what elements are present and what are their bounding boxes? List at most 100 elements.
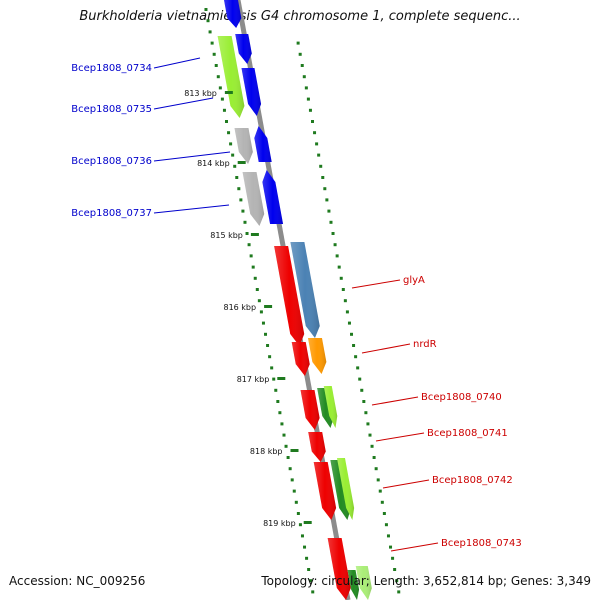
scale-tick: [358, 377, 362, 381]
scale-tick: [247, 243, 251, 247]
kbp-label: 813 kbp: [184, 89, 217, 98]
scale-tick: [327, 209, 331, 213]
leader-line: [371, 396, 419, 406]
cds-0734-shade: [235, 34, 252, 64]
scale-tick: [208, 30, 212, 34]
kbp-major-tick: [303, 521, 312, 524]
scale-tick: [216, 75, 220, 79]
scale-tick: [331, 232, 335, 235]
scale-tick: [303, 545, 307, 549]
kbp-label: 816 kbp: [223, 303, 256, 312]
scale-tick: [227, 131, 231, 135]
gene-label-right: Bcep1808_0740: [421, 392, 502, 403]
scale-tick: [308, 108, 312, 112]
scale-tick: [286, 456, 290, 459]
cds-0742b: [336, 458, 355, 520]
scale-tick: [257, 299, 261, 303]
scale-tick: [370, 444, 374, 448]
leader-line: [153, 97, 214, 110]
gene-label-right: glyA: [403, 275, 425, 286]
scale-tick: [341, 288, 345, 291]
kbp-major-tick: [250, 233, 259, 236]
gene-labels: Bcep1808_0734 Bcep1808_0735 Bcep1808_0736 B…: [71, 63, 522, 549]
scale-tick: [220, 97, 224, 101]
scale-tick: [307, 568, 311, 571]
scale-tick: [284, 444, 288, 448]
scale-tick: [296, 512, 300, 515]
kbp-major-tick: [264, 305, 273, 308]
cds-0743b-shade: [347, 570, 360, 600]
kbp-major-ticks: [224, 91, 312, 524]
scale-tick: [292, 489, 296, 493]
cds-0734: [235, 34, 252, 64]
scale-tick: [311, 590, 315, 594]
scale-tick: [298, 52, 302, 56]
scale-tick: [239, 198, 243, 202]
scale-tick: [350, 332, 354, 336]
gene-0741-shade: [308, 432, 326, 462]
scale-tick: [237, 187, 241, 191]
scale-tick: [389, 545, 393, 549]
scale-tick: [304, 86, 308, 90]
scale-tick: [243, 220, 247, 224]
scale-tick: [315, 142, 319, 146]
scale-tick: [206, 19, 210, 23]
scale-tick: [372, 456, 376, 459]
scale-tick: [272, 377, 276, 381]
scale-tick: [259, 310, 263, 314]
scale-tick: [335, 254, 339, 258]
gene-0743: [327, 538, 351, 600]
scale-tick: [235, 176, 239, 179]
scale-tick: [343, 299, 347, 303]
scale-tick: [393, 568, 397, 571]
scale-tick: [354, 355, 358, 359]
scale-tick: [317, 153, 321, 157]
scale-tick: [386, 534, 390, 538]
scale-tick: [380, 500, 384, 504]
cds-nrdR-shade: [307, 338, 327, 374]
scale-tick: [300, 64, 304, 67]
scale-tick: [309, 579, 313, 583]
gene-features: [217, 0, 372, 600]
kbp-label: 819 kbp: [263, 519, 296, 528]
scale-tick: [374, 467, 378, 471]
scale-tick: [245, 232, 249, 235]
scale-tick: [366, 422, 370, 426]
kbp-label: 815 kbp: [210, 231, 243, 240]
gene-0740-shade: [300, 390, 320, 430]
cds-glyA-shade: [290, 242, 320, 338]
gene-0741: [308, 432, 326, 462]
scale-tick: [364, 411, 368, 415]
gene-label-right: nrdR: [413, 339, 437, 350]
scale-tick: [241, 209, 245, 213]
kbp-major-tick: [277, 377, 286, 380]
kbp-major-tick: [237, 161, 246, 164]
scale-tick: [261, 321, 265, 325]
label-leaders: [153, 57, 439, 552]
cds-0743: [355, 566, 372, 600]
gene-label-right: Bcep1808_0741: [427, 428, 508, 439]
scale-tick: [313, 131, 317, 135]
gene-glyA: [274, 246, 305, 346]
gene-0743-shade: [327, 538, 351, 600]
gene-label-left: Bcep1808_0735: [71, 104, 152, 115]
scale-tick: [356, 366, 360, 370]
scale-tick: [214, 64, 218, 67]
scale-tick: [249, 254, 253, 258]
scale-tick: [278, 411, 282, 415]
cds-0735: [241, 68, 262, 116]
gene-0737-shade: [242, 172, 265, 226]
gene-0736-shade: [234, 128, 253, 164]
scale-tick: [382, 512, 386, 515]
cds-0740b: [323, 386, 338, 428]
scale-tick: [302, 75, 306, 79]
summary-text: Topology: circular; Length: 3,652,814 bp…: [261, 574, 591, 588]
scale-ticks-right: [296, 41, 401, 594]
scale-tick: [352, 344, 356, 347]
cds-0743-shade: [355, 566, 372, 600]
kbp-major-tick: [224, 91, 233, 94]
scale-tick: [251, 265, 255, 269]
scale-tick: [347, 321, 351, 325]
scale-tick: [329, 220, 333, 224]
scale-tick: [270, 366, 274, 370]
